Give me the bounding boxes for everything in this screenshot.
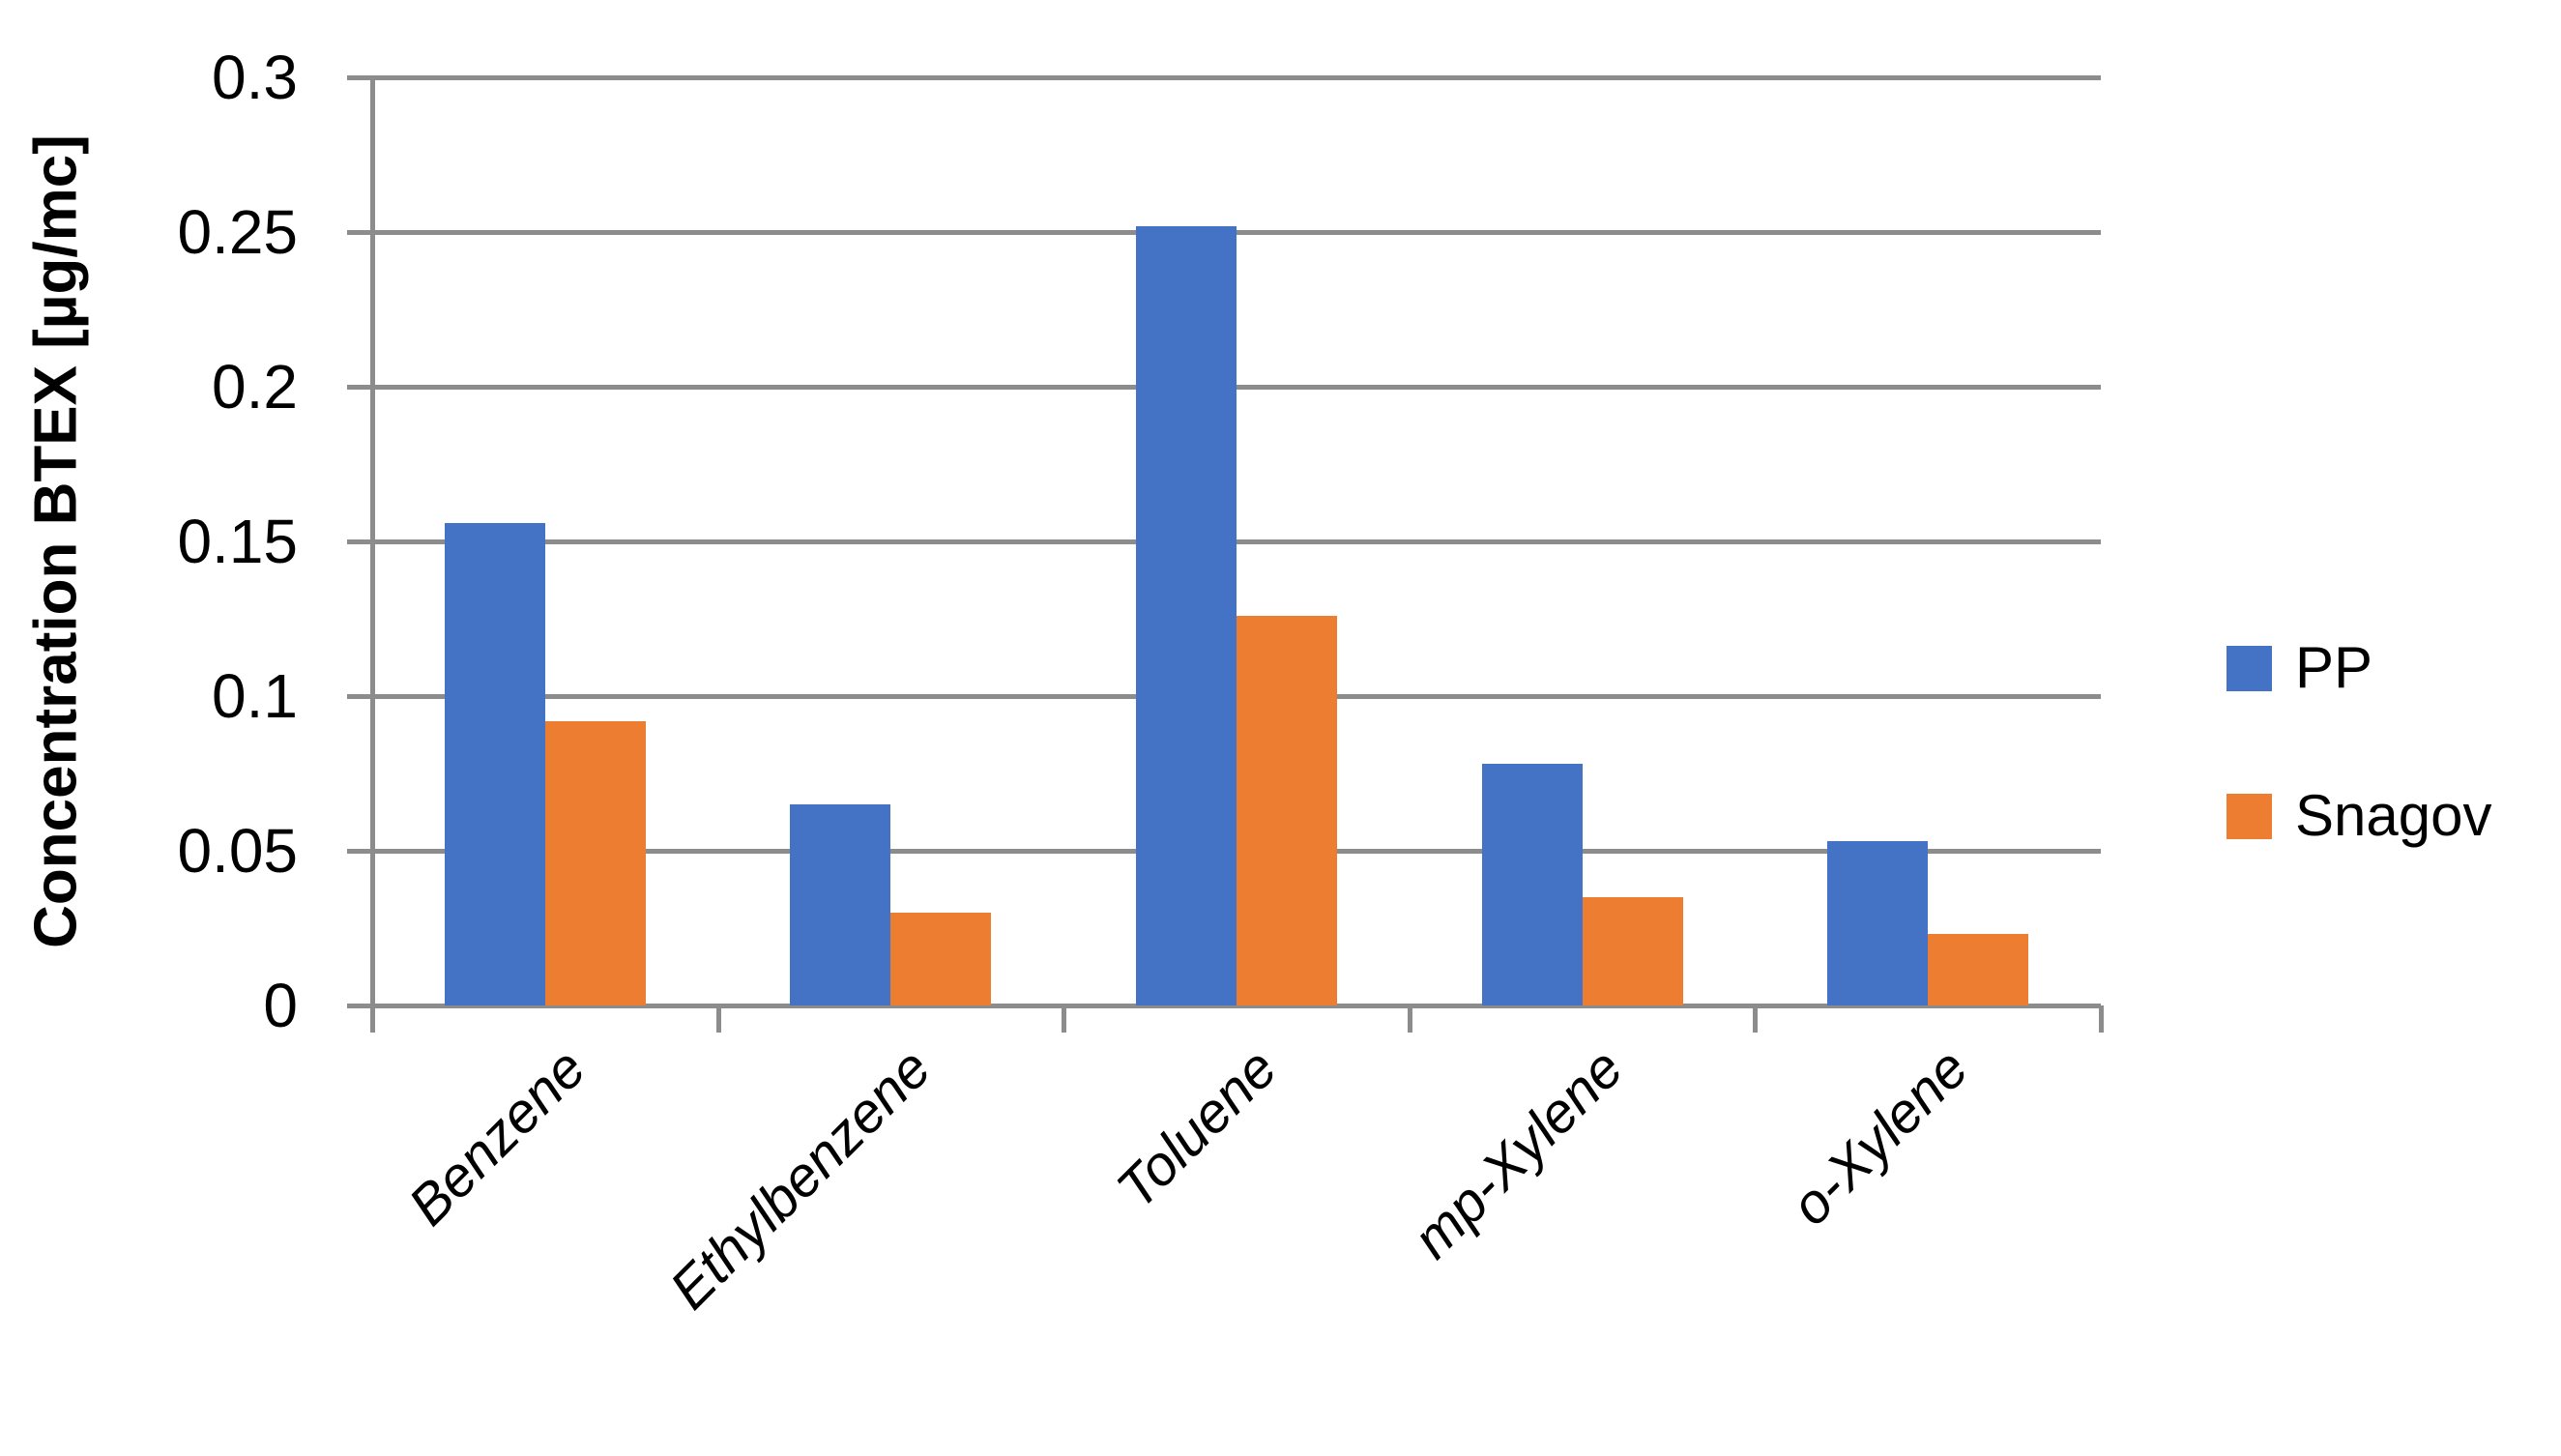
x-axis-tick xyxy=(1753,1005,1759,1033)
x-axis-tick xyxy=(1062,1005,1067,1033)
bar-pp-benzene xyxy=(444,523,545,1005)
y-axis-line xyxy=(370,77,375,1033)
bar-snagov-mp-xylene xyxy=(1582,897,1683,1005)
y-tick-label: 0.25 xyxy=(177,197,298,267)
y-tick-label: 0.2 xyxy=(212,352,298,422)
y-axis-tick xyxy=(347,75,372,80)
bar-pp-o-xylene xyxy=(1827,841,1929,1005)
x-axis-line xyxy=(372,1004,2101,1008)
legend-swatch-snagov xyxy=(2226,793,2272,839)
x-axis-tick xyxy=(715,1005,721,1033)
y-axis-tick xyxy=(347,230,372,235)
gridline xyxy=(372,230,2101,235)
y-tick-label: 0.05 xyxy=(177,816,298,886)
y-tick-label: 0.3 xyxy=(212,43,298,112)
y-tick-label: 0 xyxy=(263,971,298,1040)
y-axis-tick xyxy=(347,1004,372,1008)
y-axis-tick xyxy=(347,539,372,544)
y-tick-label: 0.1 xyxy=(212,661,298,731)
bar-snagov-benzene xyxy=(544,721,646,1005)
y-tick-label: 0.15 xyxy=(177,507,298,576)
legend-label-snagov: Snagov xyxy=(2295,783,2492,848)
bar-snagov-ethylbenzene xyxy=(890,913,992,1005)
y-axis-tick xyxy=(347,694,372,699)
x-axis-tick xyxy=(1407,1005,1412,1033)
x-axis-tick xyxy=(2099,1005,2104,1033)
gridline xyxy=(372,75,2101,80)
bar-snagov-toluene xyxy=(1237,616,1337,1005)
gridline xyxy=(372,539,2101,544)
y-axis-tick xyxy=(347,849,372,854)
bar-pp-toluene xyxy=(1136,226,1237,1005)
x-category-label-benzene: Benzene xyxy=(396,1036,597,1238)
legend-label-pp: PP xyxy=(2295,635,2373,700)
bar-snagov-o-xylene xyxy=(1928,934,2029,1005)
legend-swatch-pp xyxy=(2226,645,2272,691)
bar-pp-ethylbenzene xyxy=(790,804,891,1005)
bar-pp-mp-xylene xyxy=(1481,764,1583,1005)
legend-item-pp: PP xyxy=(2226,639,2372,697)
legend-item-snagov: Snagov xyxy=(2226,787,2492,845)
gridline xyxy=(372,385,2101,390)
y-axis-tick xyxy=(347,385,372,390)
